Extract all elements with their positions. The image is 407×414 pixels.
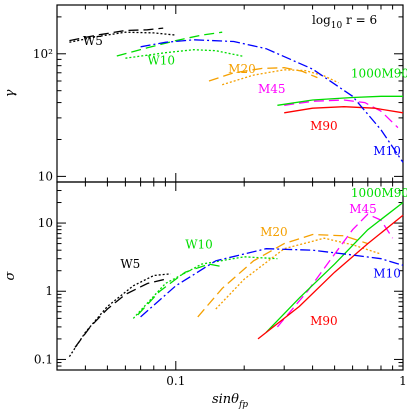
top-series-label-w5: W5: [83, 34, 103, 48]
bottom-y-tick-label: 1: [45, 284, 53, 298]
x-axis-label: sinθfp: [212, 392, 248, 410]
top-series-label-m20: M20: [228, 62, 256, 76]
bottom-x-tick-label: 1: [399, 374, 407, 388]
top-series-w10-line: [116, 31, 223, 57]
bottom-y-axis-label: σ: [3, 270, 18, 280]
top-series-w5-line: [69, 27, 164, 42]
top-series-w5-line: [69, 31, 176, 43]
top-series-label-1000m90: 1000M90: [351, 67, 407, 81]
top-series-m20-line: [208, 67, 318, 82]
bottom-series-w5-line: [74, 278, 166, 348]
bottom-series-m20-line: [197, 233, 369, 318]
bottom-series-m90-line: [257, 214, 404, 340]
top-series-m10-line: [140, 39, 404, 163]
top-series-label-m90: M90: [310, 119, 338, 133]
bottom-y-tick-label: 0.1: [34, 352, 53, 366]
top-series-label-m10: M10: [373, 144, 401, 158]
bottom-series-m10-line: [140, 248, 404, 318]
bottom-series-label-m20: M20: [260, 225, 288, 239]
top-y-axis-label: γ: [3, 89, 18, 97]
top-series-m90-line: [284, 106, 404, 114]
bottom-series-w10-line: [132, 256, 278, 319]
bottom-series-label-m10: M10: [373, 266, 401, 280]
bottom-series-label-1000m90: 1000M90: [351, 186, 407, 200]
bottom-series-label-m90: M90: [310, 314, 338, 328]
top-y-tick-label: 10: [38, 169, 53, 183]
top-plot-frame: [56, 4, 404, 183]
bottom-series-label-w10: W10: [185, 238, 213, 252]
top-series-w10-line: [125, 49, 245, 59]
bottom-series-w10-line: [137, 263, 223, 316]
bottom-series-w5-line: [68, 273, 171, 357]
top-series-label-m45: M45: [258, 82, 286, 96]
top-series-label-w10: W10: [147, 53, 175, 67]
bottom-plot-frame: [56, 181, 404, 371]
bottom-y-tick-label: 10: [38, 216, 53, 230]
bottom-x-tick-label: 0.1: [166, 374, 185, 388]
bottom-panel: 0.1 1 10 0.1 1 σ sinθfp W5 W10 M20 M45 1000M90 M90 M1…: [3, 181, 407, 410]
bottom-series-m20-line: [215, 237, 382, 310]
bottom-series-label-w5: W5: [120, 257, 140, 271]
top-y-tick-label: 10²: [33, 47, 53, 61]
annotation-log10r: log10 r = 6: [312, 13, 377, 31]
top-series-m45-line: [284, 99, 399, 129]
top-series-1000m90-line: [277, 95, 403, 106]
bottom-series-label-m45: M45: [349, 202, 377, 216]
bottom-series-1000m90-line: [265, 201, 404, 333]
